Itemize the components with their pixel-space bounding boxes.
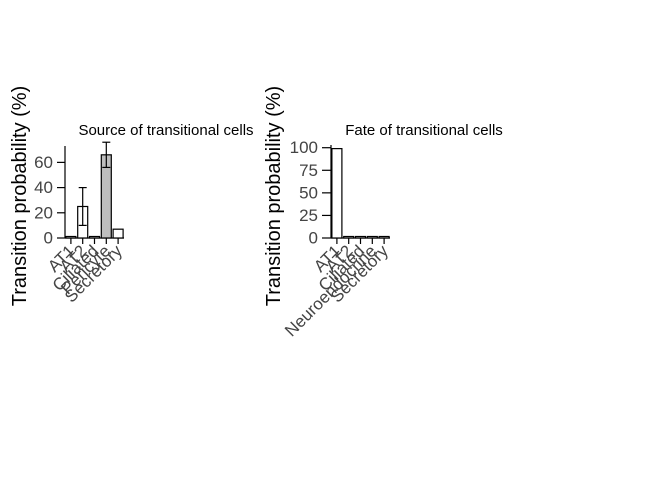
bar-at2 <box>343 235 355 239</box>
y-tick-label: 25 <box>299 206 318 225</box>
y-tick-label: 20 <box>34 203 53 222</box>
chart-title: Source of transitional cells <box>78 122 253 139</box>
bar-secretory <box>112 228 124 239</box>
y-axis-label: Transition probability (%) <box>9 86 31 306</box>
y-tick-label: 40 <box>34 178 53 197</box>
bar-at1 <box>331 148 343 239</box>
bar-secretory <box>378 235 390 239</box>
bar-neuroendocrine <box>366 235 378 239</box>
y-axis-label: Transition probability (%) <box>263 86 285 306</box>
bar-ciliated <box>88 235 101 239</box>
y-tick-label: 0 <box>44 229 53 248</box>
source-chart: Source of transitional cells Transition p… <box>9 86 254 306</box>
y-tick-label: 60 <box>34 153 53 172</box>
y-tick-label: 50 <box>299 183 318 202</box>
y-tick-label: 0 <box>309 229 318 248</box>
chart-title: Fate of transitional cells <box>345 122 503 139</box>
y-tick-label: 75 <box>299 161 318 180</box>
y-tick-label: 100 <box>290 138 318 157</box>
bar-at1 <box>65 235 77 239</box>
fate-chart: Fate of transitional cells Transition pro… <box>263 86 503 341</box>
bar-ciliated <box>354 235 367 239</box>
